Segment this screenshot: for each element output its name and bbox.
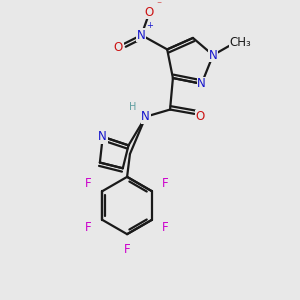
Text: F: F: [85, 221, 92, 234]
Text: F: F: [85, 177, 92, 190]
Text: CH₃: CH₃: [230, 36, 251, 49]
Text: F: F: [162, 177, 169, 190]
Text: N: N: [141, 110, 150, 123]
Text: N: N: [208, 49, 217, 62]
Text: F: F: [162, 221, 169, 234]
Text: F: F: [124, 243, 130, 256]
Text: O: O: [196, 110, 205, 123]
Text: O: O: [144, 6, 153, 19]
Text: N: N: [98, 130, 107, 143]
Text: +: +: [147, 21, 153, 30]
Text: H: H: [129, 102, 136, 112]
Text: N: N: [137, 28, 146, 42]
Text: O: O: [114, 41, 123, 55]
Text: N: N: [197, 77, 206, 90]
Text: ⁻: ⁻: [156, 0, 161, 10]
Text: N: N: [141, 110, 150, 123]
